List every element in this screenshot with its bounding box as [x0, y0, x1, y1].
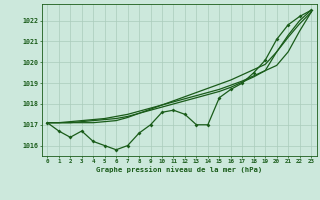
X-axis label: Graphe pression niveau de la mer (hPa): Graphe pression niveau de la mer (hPa) [96, 166, 262, 173]
